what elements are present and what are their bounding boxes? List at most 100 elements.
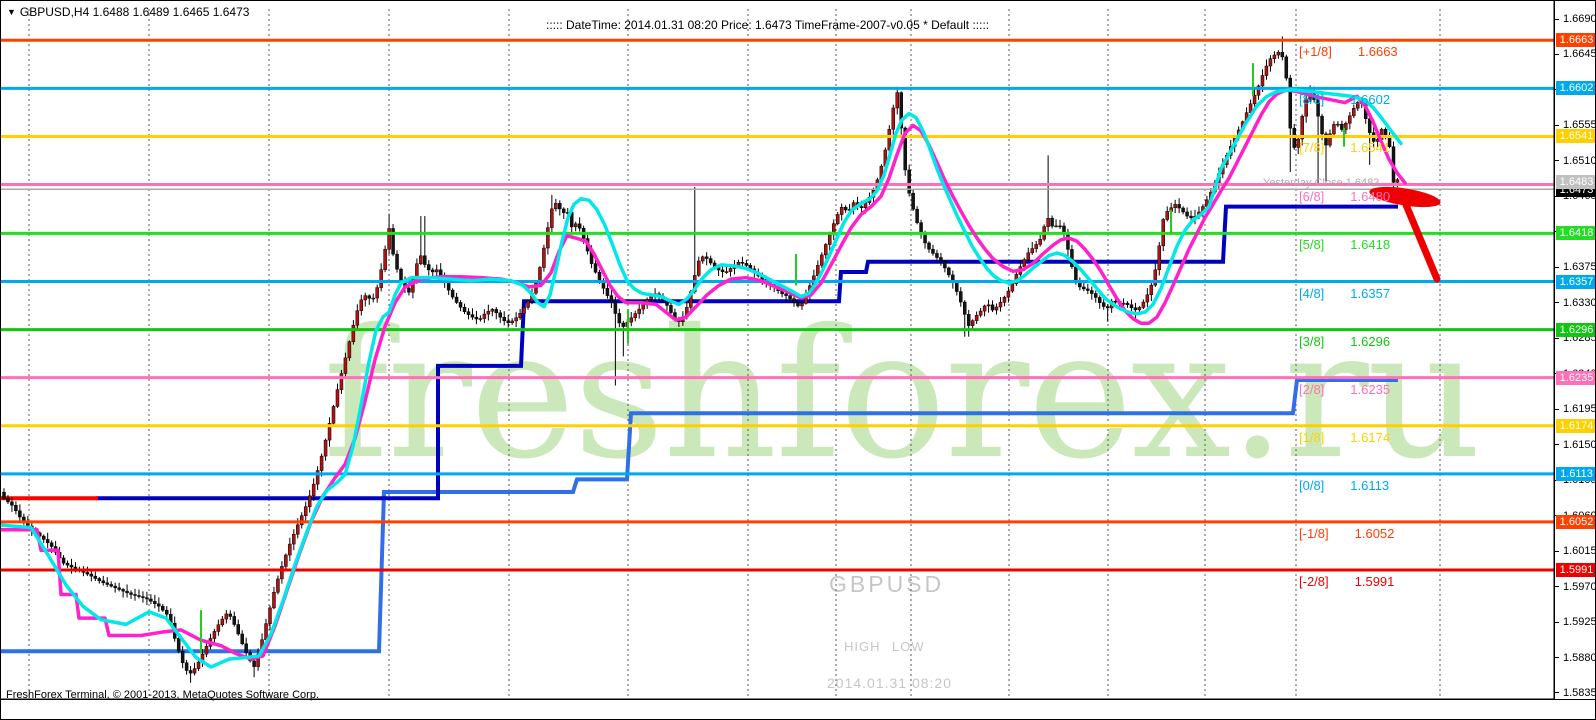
candle-bear: [427, 264, 431, 271]
price-tick-mark: [1554, 302, 1559, 304]
candle-bull: [288, 543, 292, 556]
candle-bear: [61, 557, 66, 564]
candle-bull: [514, 317, 518, 322]
candle-bull: [303, 506, 308, 516]
candle-bear: [184, 662, 189, 671]
candle-bear: [1105, 306, 1110, 309]
candle-bear: [859, 206, 864, 209]
candle-bear: [494, 309, 499, 314]
murrey-label-[2/8]: [2/8] 1.6235: [1299, 382, 1390, 397]
murrey-label-text: [0/8]: [1299, 477, 1325, 493]
candle-bear: [446, 281, 451, 291]
candle-bear: [458, 302, 463, 308]
price-tick-label: 1.6690: [1563, 13, 1596, 25]
candle-bull: [419, 255, 423, 265]
price-tick-mark: [1554, 18, 1559, 20]
candle-bear: [240, 633, 244, 645]
candle-bull: [284, 554, 288, 567]
candle-bull: [220, 618, 225, 626]
candle-bull: [1395, 179, 1400, 183]
murrey-label-[5/8]: [5/8] 1.6418: [1299, 237, 1390, 252]
candle-bear: [49, 542, 54, 547]
murrey-label-text: 1.6296: [1350, 333, 1391, 349]
candle-bull: [331, 406, 336, 424]
candle-bull: [434, 269, 439, 273]
candle-bear: [1086, 288, 1090, 291]
candle-bull: [1002, 296, 1007, 303]
candle-bull: [1276, 52, 1281, 56]
price-axis[interactable]: 1.66901.66451.66001.65551.65101.64651.64…: [1554, 1, 1596, 699]
candle-bull: [1252, 95, 1257, 105]
candle-bear: [137, 595, 141, 597]
price-tick-mark: [1554, 266, 1559, 268]
candle-bear: [176, 638, 181, 652]
candle-bull: [633, 313, 637, 319]
candle-bull: [1356, 102, 1360, 109]
candle-bear: [597, 271, 602, 281]
candle-bear: [431, 269, 435, 273]
candle-bear: [899, 92, 903, 129]
candle-bull: [216, 624, 221, 632]
candle-bear: [669, 305, 673, 313]
murrey-label-text: 1.6541: [1350, 140, 1391, 156]
candle-bull: [363, 295, 368, 301]
candle-bull: [351, 324, 356, 342]
candle-bear: [133, 594, 137, 596]
candle-bear: [145, 597, 149, 600]
time-axis[interactable]: 8 Nov 201312 Nov 16:0015 Nov 08:0020 Nov…: [1, 699, 1595, 719]
candle-bear: [180, 650, 185, 664]
candle-bull: [1344, 123, 1348, 130]
candle-bear: [450, 289, 455, 298]
candle-bull: [887, 129, 892, 151]
price-tick-label: 1.6555: [1563, 119, 1596, 132]
candle-bear: [1324, 133, 1328, 146]
price-tick-label: 1.6195: [1563, 403, 1596, 416]
price-tick-mark: [1554, 408, 1559, 410]
candle-bear: [121, 589, 125, 592]
symbol-ohlc-text: GBPUSD,H4 1.6488 1.6489 1.6465 1.6473: [19, 5, 250, 19]
price-badge-[-2/8]: 1.5991: [1556, 563, 1595, 578]
candle-bear: [188, 670, 193, 674]
price-badge-[7/8]: 1.6541: [1556, 129, 1595, 144]
royal-step-line: [1, 378, 1398, 654]
candle-bear: [1094, 293, 1098, 298]
candle-bear: [1316, 99, 1320, 117]
candle-bull: [526, 300, 530, 308]
candle-bull: [546, 227, 550, 249]
candle-bull: [978, 310, 983, 316]
candle-bull: [276, 578, 280, 593]
candle-bull: [573, 223, 578, 228]
murrey-label-[7/8]: [7/8] 1.6541: [1299, 140, 1390, 155]
candle-bull: [1153, 269, 1158, 286]
candle-bull: [1006, 290, 1011, 298]
candle-bear: [577, 223, 582, 229]
candle-bear: [117, 587, 121, 590]
candle-bear: [558, 203, 562, 210]
candle-bull: [1300, 115, 1304, 140]
price-tick-mark: [1554, 124, 1559, 126]
murrey-label-[6/8]: [6/8] 1.6480: [1299, 189, 1390, 204]
candle-bull: [1173, 204, 1177, 209]
candle-bull: [300, 515, 304, 526]
candle-bull: [839, 206, 844, 215]
price-tick-mark: [1554, 550, 1559, 552]
candle-bull: [824, 244, 828, 256]
candle-bear: [959, 291, 963, 303]
candle-bear: [955, 282, 959, 292]
murrey-label-text: 1.6418: [1350, 237, 1391, 253]
price-tick-label: 1.6510: [1563, 154, 1596, 167]
candle-bull: [204, 646, 209, 655]
candle-bear: [423, 255, 427, 265]
candle-bear: [990, 304, 995, 311]
candle-bull: [327, 423, 332, 441]
chevron-down-icon[interactable]: ▼: [7, 7, 16, 17]
annotation-arrow[interactable]: [1400, 196, 1441, 283]
candle-bear: [165, 609, 169, 615]
candle-bull: [375, 287, 379, 299]
watermark-low-label: LOW: [892, 639, 925, 654]
price-tick-label: 1.6015: [1563, 545, 1596, 558]
candle-bull: [335, 389, 340, 407]
candle-bear: [843, 206, 848, 211]
candle-bear: [153, 601, 157, 605]
